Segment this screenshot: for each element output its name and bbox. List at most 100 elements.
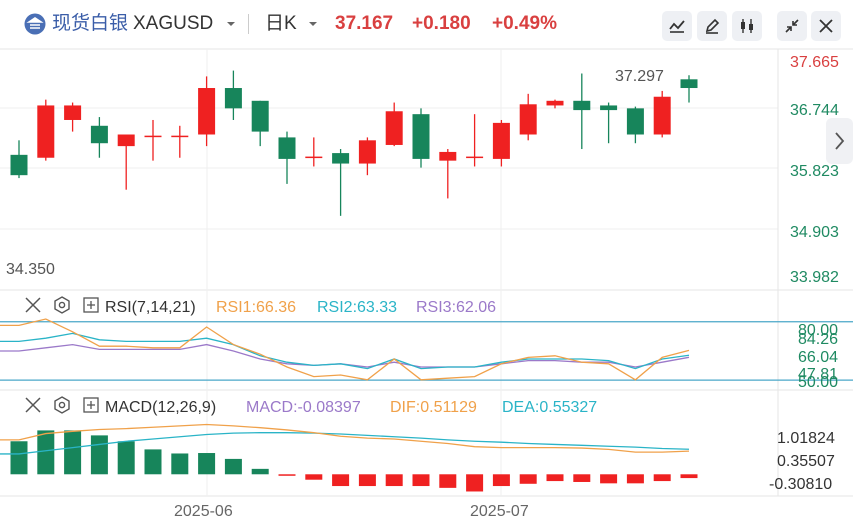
draw-button[interactable] [697, 11, 727, 41]
last-price: 37.167 [335, 13, 394, 34]
candle-body [466, 156, 484, 159]
candle-body [90, 125, 108, 144]
macd-histogram-bar [332, 474, 350, 487]
price-change: +0.180 [412, 13, 471, 34]
macd-histogram-bar [305, 474, 323, 480]
close-button[interactable] [811, 11, 841, 41]
price-axis-label: 34.903 [790, 224, 839, 241]
candle-body [37, 105, 55, 158]
candle-body [680, 79, 698, 89]
rsi-axis-label: 80.00 [798, 322, 838, 339]
candle-body [492, 122, 510, 159]
macd-histogram-bar [90, 435, 108, 475]
rsi2-line [0, 332, 690, 370]
candle-body [653, 96, 671, 135]
macd-pane[interactable] [0, 423, 698, 492]
rsi-settings-icon[interactable] [54, 296, 70, 314]
candle-body [385, 111, 403, 145]
candle-body [519, 104, 537, 135]
period-selector[interactable]: 日K [265, 13, 297, 34]
candle-body [64, 105, 82, 120]
candle-body [251, 100, 269, 132]
draw-icon [705, 18, 720, 34]
candle-body [358, 140, 376, 164]
rsi-axis-label: 66.04 [798, 349, 838, 366]
candle-body [171, 135, 189, 138]
dif-value: DIF:0.51129 [390, 399, 477, 416]
candle-body [412, 114, 430, 159]
macd-histogram-bar [117, 441, 135, 475]
macd-histogram-bar [64, 430, 82, 475]
rsi3-value: RSI3:62.06 [416, 299, 496, 316]
macd-histogram-bar [519, 474, 537, 484]
rsi3-line [0, 343, 690, 368]
macd-axis-label: 0.35507 [777, 453, 835, 470]
candle-body [600, 105, 618, 111]
candlestick-pane[interactable] [10, 70, 698, 216]
instrument-name[interactable]: 现货白银 [52, 13, 129, 34]
line-chart-button[interactable] [662, 11, 692, 41]
max-price-annotation: 37.297 [615, 68, 664, 85]
candle-body [10, 154, 28, 176]
candle-body [117, 134, 135, 147]
candle-type-icon [741, 19, 753, 33]
candle-body [546, 100, 564, 106]
candle-body [305, 156, 323, 159]
min-price-annotation: 34.350 [6, 261, 55, 278]
candle-body [626, 108, 644, 135]
dif-line [0, 423, 690, 453]
macd-histogram-bar [144, 449, 162, 475]
rsi-axis-label: 47.81 [798, 366, 838, 383]
rsi1-value: RSI1:66.36 [216, 299, 296, 316]
rsi-indicator-label: RSI(7,14,21) [105, 299, 196, 316]
macd-histogram-bar [412, 474, 430, 487]
candle-type-button[interactable] [732, 11, 762, 41]
macd-indicator-label: MACD(12,26,9) [105, 399, 216, 416]
macd-histogram-bar [358, 474, 376, 487]
candle-body [198, 88, 216, 135]
scroll-right-button[interactable] [826, 118, 853, 164]
candle-body [439, 151, 457, 161]
macd-histogram-bar [385, 474, 403, 487]
price-change-pct: +0.49% [492, 13, 557, 34]
rsi-close-icon[interactable] [25, 297, 41, 313]
macd-histogram-bar [626, 474, 644, 484]
rsi-pane[interactable] [0, 318, 853, 381]
macd-histogram-bar [466, 474, 484, 492]
dea-line [0, 432, 690, 455]
macd-histogram-bar [653, 474, 671, 482]
chevron-right-icon [835, 132, 845, 150]
logo-icon [24, 13, 46, 35]
header-divider [248, 14, 249, 34]
macd-histogram-bar [492, 474, 510, 487]
macd-histogram-bar [224, 458, 242, 475]
collapse-button[interactable] [777, 11, 807, 41]
candle-body [278, 137, 296, 159]
macd-axis-label: 1.01824 [777, 430, 835, 447]
macd-histogram-bar [600, 474, 618, 484]
rsi-expand-icon[interactable] [83, 297, 99, 313]
period-dropdown-icon[interactable] [308, 20, 318, 28]
macd-histogram-bar [439, 474, 457, 488]
macd-settings-icon[interactable] [54, 396, 70, 414]
price-axis-label-max: 37.665 [790, 54, 839, 71]
price-axis-label: 35.823 [790, 163, 839, 180]
macd-histogram-bar [546, 474, 564, 482]
macd-expand-icon[interactable] [83, 397, 99, 413]
macd-histogram-bar [278, 474, 296, 476]
candle-body [332, 153, 350, 164]
grid-lines [0, 48, 853, 497]
x-axis-tick: 2025-06 [174, 503, 233, 520]
candle-body [573, 100, 591, 111]
collapse-icon [785, 19, 799, 33]
close-icon [819, 19, 833, 33]
macd-histogram-bar [573, 474, 591, 482]
price-axis-label: 36.744 [790, 102, 839, 119]
macd-histogram-bar [680, 474, 698, 479]
instrument-symbol[interactable]: XAGUSD [133, 13, 214, 34]
price-axis-label-min: 33.982 [790, 269, 839, 286]
macd-close-icon[interactable] [25, 397, 41, 413]
dropdown-icon[interactable] [226, 20, 236, 28]
rsi1-line [0, 318, 690, 381]
